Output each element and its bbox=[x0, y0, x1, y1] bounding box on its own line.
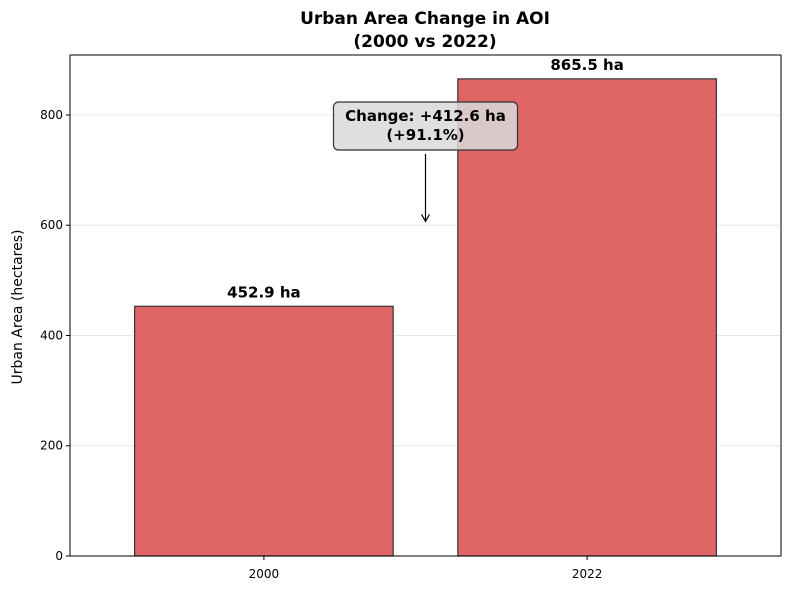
x-ticks: 2000 2022 bbox=[249, 556, 603, 581]
annotation-box bbox=[332, 101, 519, 151]
bar-value-labels: 452.9 ha 865.5 ha bbox=[227, 56, 624, 301]
y-tick-label: 800 bbox=[40, 108, 63, 122]
bar-value-label: 452.9 ha bbox=[227, 283, 300, 301]
y-tick-label: 600 bbox=[40, 218, 63, 232]
chart-title-line-1: Urban Area Change in AOI bbox=[300, 9, 550, 29]
change-annotation: Change: +412.6 ha(+91.1%) bbox=[332, 101, 519, 223]
chart-title-line-2: (2000 vs 2022) bbox=[353, 32, 496, 52]
annotation-text-line: (+91.1%) bbox=[386, 126, 464, 144]
y-axis-label: Urban Area (hectares) bbox=[10, 230, 26, 385]
y-tick-label: 0 bbox=[55, 549, 63, 563]
x-tick-label: 2022 bbox=[572, 567, 603, 581]
bar-value-label: 865.5 ha bbox=[550, 56, 623, 74]
bars bbox=[134, 78, 717, 557]
plot-frame bbox=[69, 54, 782, 557]
y-ticks: 0 200 400 600 800 bbox=[40, 108, 70, 563]
x-tick-label: 2000 bbox=[249, 567, 280, 581]
bar-2000 bbox=[134, 305, 394, 557]
chart-title: Urban Area Change in AOI (2000 vs 2022) bbox=[300, 9, 550, 52]
y-tick-label: 200 bbox=[40, 439, 63, 453]
bar-2022 bbox=[457, 78, 717, 557]
y-tick-label: 400 bbox=[40, 328, 63, 342]
axes bbox=[69, 54, 782, 557]
annotation-text-line: Change: +412.6 ha bbox=[345, 107, 506, 125]
annotation-arrow-head bbox=[420, 214, 431, 223]
